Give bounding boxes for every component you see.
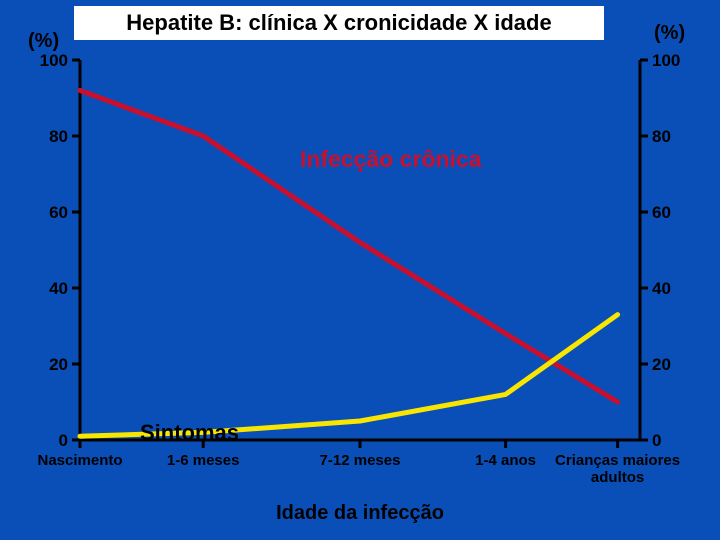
y-right-tick: 40 — [652, 279, 671, 299]
y-left-tick: 40 — [49, 279, 68, 299]
symptoms-label: Sintomas — [140, 420, 239, 446]
y-right-tick: 20 — [652, 355, 671, 375]
y-right-tick: 0 — [652, 431, 661, 451]
y-right-tick: 80 — [652, 127, 671, 147]
y-right-tick: 100 — [652, 51, 680, 71]
x-category-label: 1-6 meses — [148, 452, 258, 469]
y-left-tick: 80 — [49, 127, 68, 147]
y-left-tick: 100 — [40, 51, 68, 71]
chronic-label: Infecção crônica — [300, 146, 482, 173]
y-left-tick: 0 — [59, 431, 68, 451]
y-left-tick: 20 — [49, 355, 68, 375]
x-category-label: Nascimento — [25, 452, 135, 469]
y-right-tick: 60 — [652, 203, 671, 223]
x-category-label: Crianças maiores adultos — [543, 452, 693, 486]
x-axis-title: Idade da infecção — [0, 502, 720, 525]
y-left-tick: 60 — [49, 203, 68, 223]
slide: Hepatite B: clínica X cronicidade X idad… — [0, 0, 720, 540]
x-category-label: 7-12 meses — [305, 452, 415, 469]
